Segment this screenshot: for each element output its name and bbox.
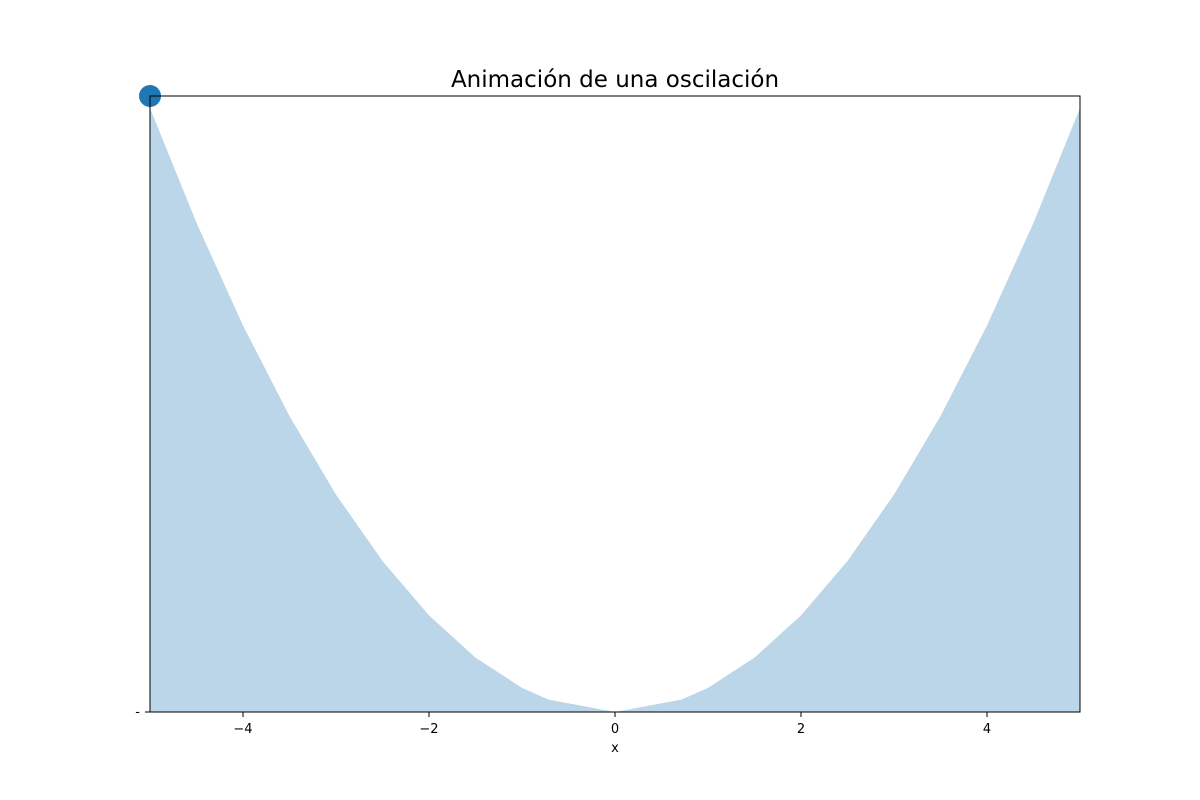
y-axis-ticks: - [135, 705, 150, 720]
x-tick-label: 2 [797, 722, 805, 737]
x-tick-label: −4 [233, 722, 252, 737]
plot-area [139, 85, 1080, 712]
x-tick-label: 4 [983, 722, 991, 737]
x-axis-label: x [611, 741, 619, 756]
x-tick-label: −2 [419, 722, 438, 737]
y-tick-label: - [135, 705, 140, 720]
x-tick-label: 0 [611, 722, 619, 737]
filled-area-series [150, 108, 1080, 712]
chart-title: Animación de una oscilación [451, 67, 779, 93]
x-axis-ticks: −4 −2 0 2 4 [233, 712, 991, 737]
